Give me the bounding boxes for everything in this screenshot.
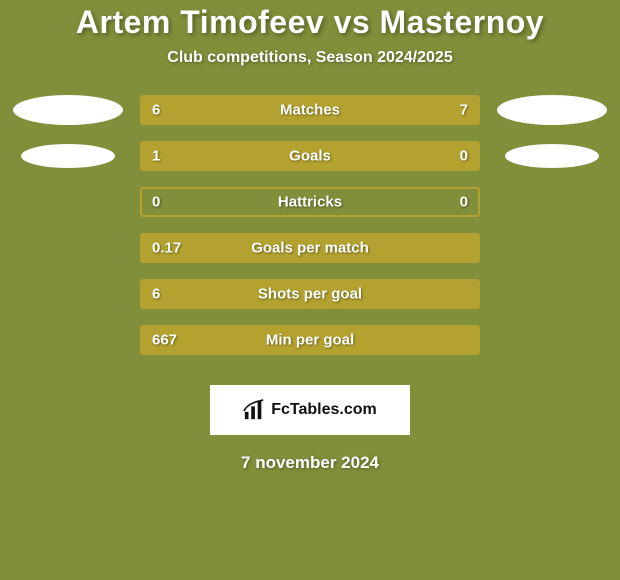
metric-row: 0.17 Goals per match: [8, 233, 612, 263]
metric-label: Goals per match: [251, 240, 369, 257]
value-right: 0: [460, 148, 468, 165]
oval-slot-left: [8, 95, 128, 125]
bar-fill-left: [142, 97, 297, 123]
metric-bar: 6 Matches 7: [140, 95, 480, 125]
metric-label: Matches: [280, 102, 340, 119]
metric-row: 0 Hattricks 0: [8, 187, 612, 217]
bar-fill-left: [142, 143, 397, 169]
metric-bar: 6 Shots per goal: [140, 279, 480, 309]
metric-row: 1 Goals 0: [8, 141, 612, 171]
metric-bar: 667 Min per goal: [140, 325, 480, 355]
value-left: 667: [152, 332, 177, 349]
comparison-card: Artem Timofeev vs Masternoy Club competi…: [0, 0, 620, 580]
metric-label: Shots per goal: [258, 286, 362, 303]
oval-slot-left: [8, 144, 128, 168]
value-left: 0: [152, 194, 160, 211]
metric-row: 6 Shots per goal: [8, 279, 612, 309]
subtitle: Club competitions, Season 2024/2025: [0, 49, 620, 67]
player-oval-left: [21, 144, 115, 168]
metric-bar: 0 Hattricks 0: [140, 187, 480, 217]
metric-bar: 0.17 Goals per match: [140, 233, 480, 263]
metric-label: Min per goal: [266, 332, 354, 349]
value-right: 0: [460, 194, 468, 211]
player-oval-right: [497, 95, 607, 125]
value-right: 7: [460, 102, 468, 119]
page-title: Artem Timofeev vs Masternoy: [0, 4, 620, 41]
value-left: 0.17: [152, 240, 181, 257]
player-oval-left: [13, 95, 123, 125]
metric-label: Hattricks: [278, 194, 342, 211]
player-oval-right: [505, 144, 599, 168]
metric-row: 6 Matches 7: [8, 95, 612, 125]
date-text: 7 november 2024: [0, 453, 620, 473]
bar-chart-icon: [243, 399, 265, 421]
metric-rows: 6 Matches 7 1 Goals 0 0 Hattricks 0 0.17 Goals per…: [0, 95, 620, 355]
value-left: 6: [152, 286, 160, 303]
value-left: 1: [152, 148, 160, 165]
oval-slot-right: [492, 144, 612, 168]
metric-label: Goals: [289, 148, 331, 165]
badge-text: FcTables.com: [271, 401, 377, 419]
metric-bar: 1 Goals 0: [140, 141, 480, 171]
site-badge[interactable]: FcTables.com: [210, 385, 410, 435]
oval-slot-right: [492, 95, 612, 125]
value-left: 6: [152, 102, 160, 119]
metric-row: 667 Min per goal: [8, 325, 612, 355]
